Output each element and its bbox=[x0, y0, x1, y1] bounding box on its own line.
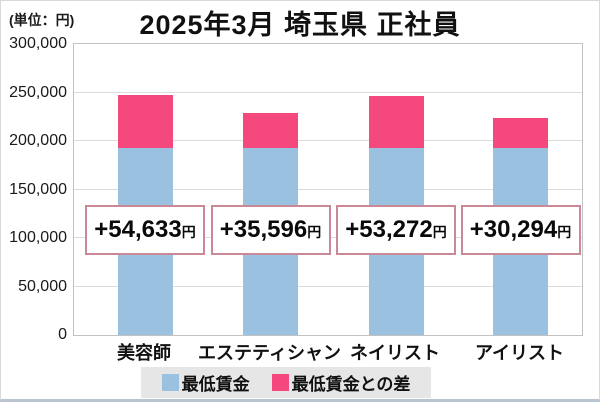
bar-difference bbox=[117, 94, 173, 148]
x-axis-label: アイリスト bbox=[474, 343, 565, 363]
yen-suffix: 円 bbox=[557, 224, 572, 240]
x-axis-label: 美容師 bbox=[117, 343, 171, 363]
y-tick-label: 50,000 bbox=[18, 277, 67, 295]
gridline bbox=[74, 285, 582, 287]
diff-label-box: +53,272円 bbox=[336, 205, 456, 255]
x-axis-label: エステティシャン bbox=[198, 343, 341, 363]
bar-difference bbox=[243, 113, 298, 148]
diff-value: +30,294 bbox=[469, 216, 558, 243]
y-tick-label: 150,000 bbox=[9, 180, 67, 198]
diff-value: +54,633 bbox=[94, 216, 182, 243]
legend-label: 最低賃金 bbox=[181, 375, 250, 394]
x-axis-label: ネイリスト bbox=[350, 343, 440, 363]
legend-item: 最低賃金との差 bbox=[271, 370, 411, 395]
legend-label: 最低賃金との差 bbox=[291, 375, 411, 394]
gridline bbox=[74, 188, 582, 190]
yen-suffix: 円 bbox=[181, 224, 196, 240]
y-tick-label: 100,000 bbox=[9, 229, 67, 246]
diff-label-box: +54,633円 bbox=[85, 205, 205, 255]
y-tick-label: 200,000 bbox=[9, 132, 67, 149]
legend-swatch-icon bbox=[161, 374, 179, 391]
yen-suffix: 円 bbox=[432, 224, 447, 240]
gridline bbox=[74, 140, 582, 141]
y-tick-label: 300,000 bbox=[9, 35, 67, 52]
legend-item: 最低賃金 bbox=[161, 370, 250, 395]
bar-difference bbox=[368, 96, 424, 148]
y-tick-label: 250,000 bbox=[9, 83, 67, 101]
diff-value: +35,596 bbox=[219, 216, 308, 243]
unit-label: (単位：円) bbox=[9, 12, 75, 28]
diff-label-box: +30,294円 bbox=[460, 205, 581, 255]
diff-value: +53,272 bbox=[345, 216, 433, 243]
legend: 最低賃金 最低賃金との差 bbox=[141, 367, 431, 398]
chart-title: 2025年3月 埼玉県 正社員 bbox=[139, 10, 461, 40]
bar-difference bbox=[493, 118, 548, 148]
gridline bbox=[74, 91, 582, 93]
plot-area: +54,633円 +35,596円 +53,272円 +30,294円 bbox=[73, 43, 583, 336]
legend-swatch-icon bbox=[271, 374, 289, 391]
y-tick-label: 0 bbox=[58, 326, 67, 343]
yen-suffix: 円 bbox=[307, 224, 322, 240]
diff-label-box: +35,596円 bbox=[210, 205, 331, 255]
